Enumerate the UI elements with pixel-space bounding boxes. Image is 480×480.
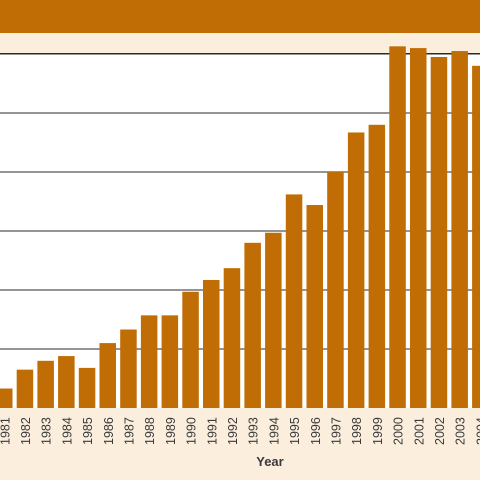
x-tick-label: 1995 — [288, 417, 302, 445]
x-tick-label: 1990 — [185, 417, 199, 445]
x-tick-label: 1991 — [205, 417, 219, 445]
bar-1996 — [306, 205, 323, 408]
x-tick-label: 1996 — [309, 417, 323, 445]
x-tick-label: 1998 — [350, 417, 364, 445]
x-tick-label: 1997 — [329, 417, 343, 445]
bar-2000 — [389, 46, 406, 409]
bar-2001 — [410, 48, 427, 408]
bar-1988 — [140, 315, 158, 408]
bar-1992 — [223, 268, 241, 408]
x-axis-label: Year — [256, 454, 283, 469]
bar-1991 — [203, 279, 220, 408]
header-bar — [0, 0, 480, 33]
x-tick-label: 2003 — [454, 417, 468, 445]
x-tick-label: 1986 — [102, 417, 116, 445]
bar-1998 — [347, 132, 365, 408]
bar-1995 — [285, 194, 303, 408]
bar-1994 — [265, 232, 282, 408]
x-tick-labels: 1981 1982 1983 1984 1985 1986 1987 1988 1989 1990… — [0, 417, 480, 445]
bar-1990 — [182, 291, 199, 408]
x-tick-label: 1982 — [19, 417, 33, 445]
x-tick-label: 2001 — [412, 417, 426, 445]
x-tick-label: 1985 — [81, 417, 95, 445]
bar-1989 — [161, 315, 179, 408]
bar-1999 — [368, 124, 386, 409]
bar-2002 — [430, 56, 448, 408]
bar-1983 — [37, 360, 54, 408]
bar-1982 — [16, 369, 34, 408]
x-tick-label: 1988 — [143, 417, 157, 445]
x-tick-label: 1987 — [122, 417, 136, 445]
bar-1985 — [78, 367, 96, 408]
x-tick-label: 1983 — [40, 417, 54, 445]
x-tick-label: 1999 — [371, 417, 385, 445]
bar-2003 — [451, 51, 468, 409]
bar-1981 — [0, 388, 13, 408]
x-tick-label: 2002 — [433, 417, 447, 445]
bar-2004 — [472, 65, 480, 409]
bar-1984 — [58, 356, 75, 408]
x-tick-label: 1993 — [247, 417, 261, 445]
bar-1993 — [244, 242, 261, 408]
bar-1987 — [120, 329, 137, 408]
x-tick-label: 1989 — [164, 417, 178, 445]
x-tick-label: 1994 — [267, 417, 281, 445]
bar-1986 — [99, 343, 116, 408]
x-tick-label: 1984 — [60, 417, 74, 445]
bars — [0, 46, 480, 409]
x-tick-label: 1992 — [226, 417, 240, 445]
x-tick-label: 1981 — [0, 417, 12, 445]
bar-1997 — [327, 172, 344, 408]
x-tick-label: 2000 — [392, 417, 406, 445]
x-tick-label: 2004 — [474, 417, 480, 445]
